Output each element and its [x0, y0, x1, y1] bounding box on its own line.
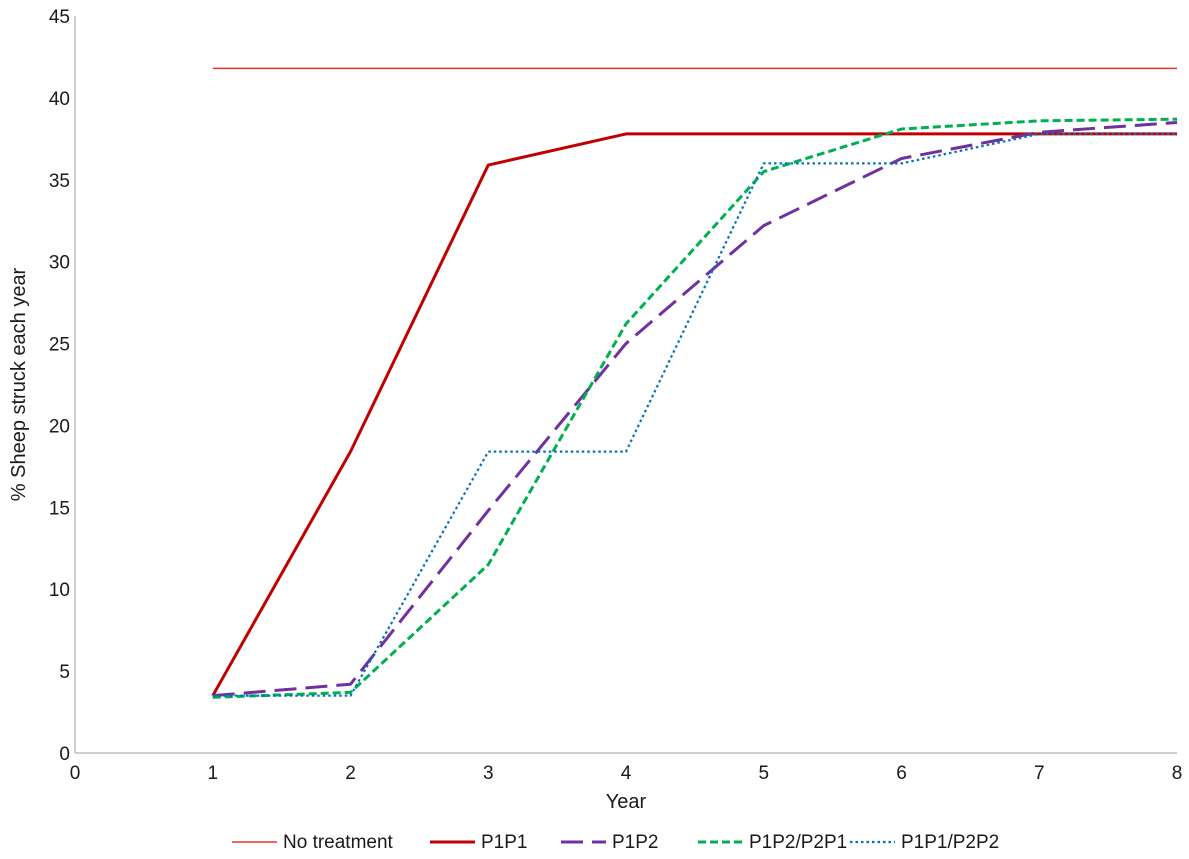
x-tick-label: 6: [896, 763, 907, 784]
y-tick-label: 45: [49, 7, 70, 28]
y-tick-label: 30: [49, 253, 70, 274]
y-tick-label: 15: [49, 498, 70, 519]
x-tick-label: 8: [1172, 763, 1183, 784]
y-axis-ticks: 0 5 10 15 20 25 30 35 40 45: [49, 7, 70, 765]
y-tick-label: 10: [49, 580, 70, 601]
legend-label: P1P1: [481, 832, 527, 853]
legend: No treatment P1P1 P1P2 P1P2/P2P1 P1P1/P2P2: [232, 832, 999, 853]
y-tick-label: 25: [49, 335, 70, 356]
x-tick-label: 1: [207, 763, 218, 784]
legend-label: No treatment: [283, 832, 394, 853]
y-tick-label: 20: [49, 416, 70, 437]
y-tick-label: 0: [59, 744, 70, 765]
x-axis-title: Year: [606, 791, 647, 813]
x-tick-label: 2: [345, 763, 356, 784]
x-tick-label: 7: [1034, 763, 1045, 784]
x-tick-label: 4: [621, 763, 632, 784]
series-line-p1p1: [211, 132, 1177, 697]
series-line-p1p2-p2p1: [212, 117, 1178, 699]
y-tick-label: 40: [49, 89, 70, 110]
series-lines: [211, 67, 1178, 699]
legend-label: P1P2/P2P1: [749, 832, 847, 853]
y-tick-label: 5: [59, 662, 70, 683]
y-axis-title: % Sheep struck each year: [8, 267, 30, 501]
legend-label: P1P1/P2P2: [901, 832, 999, 853]
x-tick-label: 3: [483, 763, 494, 784]
x-axis-ticks: 0 1 2 3 4 5 6 7 8: [70, 763, 1183, 784]
legend-label: P1P2: [612, 832, 658, 853]
y-tick-label: 35: [49, 171, 70, 192]
series-line-p1p1-p2p2: [212, 132, 1177, 697]
series-line-p1p2: [212, 120, 1178, 698]
x-tick-label: 5: [758, 763, 769, 784]
x-tick-label: 0: [70, 763, 81, 784]
